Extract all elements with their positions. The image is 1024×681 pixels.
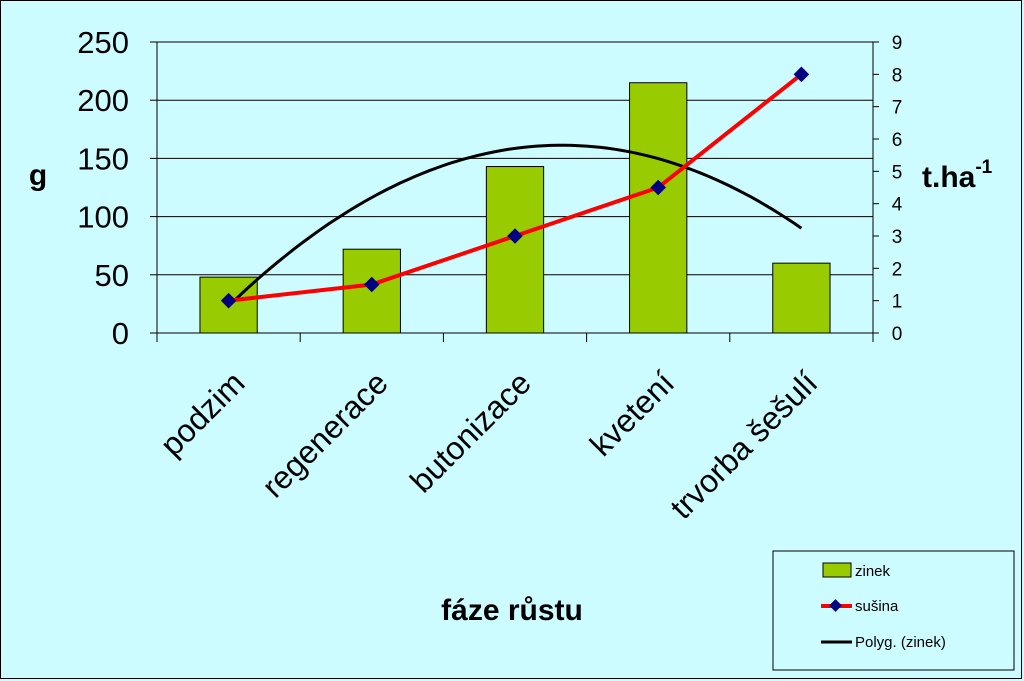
axes <box>156 42 874 342</box>
y-axis-right-title: t.ha-1 <box>922 157 993 194</box>
legend-label-zinek: zinek <box>855 563 891 580</box>
y-tick-label-left: 200 <box>77 83 129 118</box>
category-label: kvetení <box>583 364 681 462</box>
category-label: podzim <box>153 364 251 462</box>
y-tick-label-right: 2 <box>892 259 903 280</box>
category-labels: podzim regenerace butonizace kvetenítrvorba… <box>153 364 824 525</box>
y-tick-label-right: 8 <box>892 65 903 86</box>
bar-zinek <box>485 166 545 334</box>
category-label: trvorba šešulí <box>663 364 824 525</box>
category-label: butonizace <box>403 364 538 499</box>
y-tick-label-right: 5 <box>892 162 903 183</box>
gridlines <box>157 41 873 276</box>
left-axis-ticks: 0 50 100 150 200 250 <box>77 25 157 351</box>
y-axis-left-title: g <box>29 159 47 192</box>
marker-susina <box>220 292 237 309</box>
bar-zinek <box>629 82 688 334</box>
y-axis-right-title-sup: -1 <box>975 157 992 178</box>
y-tick-label-right: 4 <box>892 195 903 216</box>
y-tick-label-left: 100 <box>77 200 129 235</box>
y-tick-label-left: 150 <box>77 141 129 176</box>
y-tick-label-right: 3 <box>892 227 903 248</box>
legend-swatch-zinek <box>822 562 852 578</box>
legend-label-susina: sušina <box>855 598 899 615</box>
y-tick-label-right: 9 <box>892 33 903 54</box>
trendline-polyg-zinek <box>227 143 803 308</box>
right-axis-ticks: 0 1 2 3 4 5 6 7 8 9 <box>873 33 903 345</box>
bar-series-zinek <box>199 82 831 334</box>
y-axis-right-title-base: t.ha <box>922 161 976 194</box>
marker-susina <box>650 179 666 196</box>
bar-zinek <box>772 262 831 334</box>
category-label: regenerace <box>255 364 395 504</box>
y-tick-label-right: 7 <box>892 98 903 119</box>
y-tick-label-right: 6 <box>892 130 903 151</box>
marker-susina <box>507 228 523 244</box>
y-tick-label-right: 1 <box>892 292 903 313</box>
y-tick-label-left: 50 <box>95 258 129 293</box>
legend: zinek sušina Polyg. (zinek) <box>772 550 1015 671</box>
legend-label-polyg: Polyg. (zinek) <box>855 634 946 651</box>
y-tick-label-right: 0 <box>892 324 903 345</box>
x-axis-title: fáze růstu <box>441 594 583 627</box>
y-tick-label-left: 0 <box>112 316 129 351</box>
y-tick-label-left: 250 <box>77 25 129 60</box>
legend-box <box>772 550 1015 671</box>
